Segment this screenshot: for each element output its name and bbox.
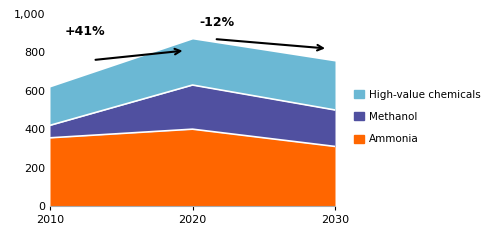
Text: -12%: -12%: [200, 15, 235, 29]
Text: +41%: +41%: [64, 25, 105, 38]
Legend: High-value chemicals, Methanol, Ammonia: High-value chemicals, Methanol, Ammonia: [350, 85, 485, 149]
